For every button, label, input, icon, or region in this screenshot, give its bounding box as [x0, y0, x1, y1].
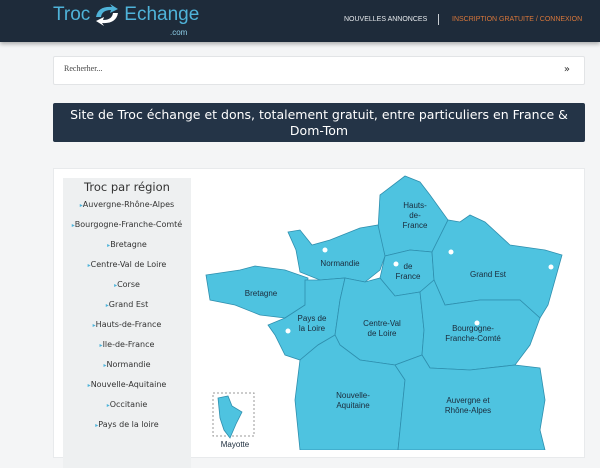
sidebar-item-label: Hauts-de-France [95, 320, 162, 329]
sidebar-item-region[interactable]: ▸Ile-de-France [63, 340, 191, 351]
sidebar-item-label: Nouvelle-Aquitaine [90, 380, 167, 389]
sidebar-item-region[interactable]: ▸Hauts-de-France [63, 320, 191, 331]
exchange-arrows-icon [96, 4, 119, 26]
sidebar-item-label: Ile-de-France [102, 340, 155, 349]
arrow-right-icon: ▸ [106, 402, 110, 409]
top-header: Troc Echange .com NOUVELLES ANNONCES INS… [0, 0, 600, 42]
map-region-label: Auvergne et [446, 396, 490, 405]
sidebar-item-region[interactable]: ▸Corse [63, 280, 191, 291]
site-banner: Site de Troc échange et dons, totalement… [53, 103, 585, 142]
arrow-right-icon: ▸ [87, 382, 91, 389]
map-region-label: Nouvelle- [336, 391, 370, 400]
arrow-right-icon: ▸ [95, 422, 99, 429]
sidebar-item-region[interactable]: ▸Occitanie [63, 400, 191, 411]
logo-suffix: .com [170, 28, 188, 37]
map-region-label: Bretagne [245, 289, 278, 298]
arrow-right-icon: ▸ [92, 322, 96, 329]
map-region-label: France [396, 272, 421, 281]
map-region-label: Franche-Comté [445, 334, 501, 343]
region-sidebar: Troc par région ▸Auvergne-Rhône-Alpes ▸Bo… [63, 178, 191, 468]
sidebar-item-label: Auvergne-Rhône-Alpes [82, 200, 175, 209]
map-region-label: de [404, 262, 413, 271]
map-region-may[interactable] [217, 395, 243, 439]
double-chevron-down-icon[interactable]: » [563, 64, 570, 75]
sidebar-item-region[interactable]: ▸Normandie [63, 360, 191, 371]
sidebar-item-region[interactable]: ▸Centre-Val de Loire [63, 260, 191, 271]
city-dot [393, 261, 399, 267]
search-input[interactable] [64, 64, 534, 73]
sidebar-item-label: Normandie [106, 360, 151, 369]
map-region-label: de Loire [368, 329, 397, 338]
map-region-label: Hauts- [403, 201, 427, 210]
map-region-label: Normandie [320, 259, 360, 268]
sidebar-item-label: Grand Est [108, 300, 149, 309]
map-region-label: Centre-Val [363, 319, 401, 328]
map-region-label: de- [409, 211, 421, 220]
map-region-label: Aquitaine [336, 401, 370, 410]
mayotte-inset-frame [212, 392, 255, 437]
sidebar-item-label: Centre-Val de Loire [90, 260, 167, 269]
logo-text-right: Echange [124, 4, 200, 25]
city-dot [548, 264, 554, 270]
map-region-ara[interactable] [394, 354, 546, 450]
arrow-right-icon: ▸ [71, 222, 75, 229]
city-dot [448, 249, 454, 255]
sidebar-title: Troc par région [84, 180, 170, 194]
sidebar-item-region[interactable]: ▸Auvergne-Rhône-Alpes [63, 200, 191, 211]
logo-text-left: Troc [53, 4, 91, 25]
sidebar-item-region[interactable]: ▸Grand Est [63, 300, 191, 311]
city-dot [474, 320, 480, 326]
sidebar-item-region[interactable]: ▸Bourgogne-Franche-Comté [63, 220, 191, 231]
city-dot [285, 328, 291, 334]
logo[interactable]: Troc Echange .com [53, 2, 200, 37]
sidebar-item-label: Occitanie [109, 400, 148, 409]
map-region-label: Mayotte [221, 440, 250, 449]
map-region-nor[interactable] [287, 224, 386, 283]
arrow-right-icon: ▸ [107, 242, 111, 249]
arrow-right-icon: ▸ [79, 202, 83, 209]
sidebar-item-label: Corse [117, 280, 140, 289]
arrow-right-icon: ▸ [103, 362, 107, 369]
map-region-label: Grand Est [470, 270, 507, 279]
map-region-label: Pays de [298, 314, 327, 323]
arrow-right-icon: ▸ [99, 342, 103, 349]
sidebar-item-region[interactable]: ▸Pays de la loire [63, 420, 191, 431]
city-dot [322, 247, 328, 253]
sidebar-item-label: Bourgogne-Franche-Comté [74, 220, 183, 229]
map-region-label: Rhône-Alpes [445, 406, 491, 415]
nav-signup-login[interactable]: INSCRIPTION GRATUITE / CONNEXION [452, 16, 583, 23]
nav-divider [438, 14, 439, 25]
nav-new-listings[interactable]: NOUVELLES ANNONCES [344, 16, 428, 23]
sidebar-item-label: Pays de la loire [98, 420, 159, 429]
sidebar-item-label: Bretagne [110, 240, 147, 249]
map-region-label: Bourgogne- [452, 324, 494, 333]
arrow-right-icon: ▸ [105, 302, 109, 309]
sidebar-item-region[interactable]: ▸Bretagne [63, 240, 191, 251]
arrow-right-icon: ▸ [87, 262, 91, 269]
arrow-right-icon: ▸ [114, 282, 118, 289]
map-region-label: la Loire [299, 324, 326, 333]
search-bar: » [53, 56, 585, 85]
map-region-label: France [403, 221, 428, 230]
sidebar-item-region[interactable]: ▸Nouvelle-Aquitaine [63, 380, 191, 391]
